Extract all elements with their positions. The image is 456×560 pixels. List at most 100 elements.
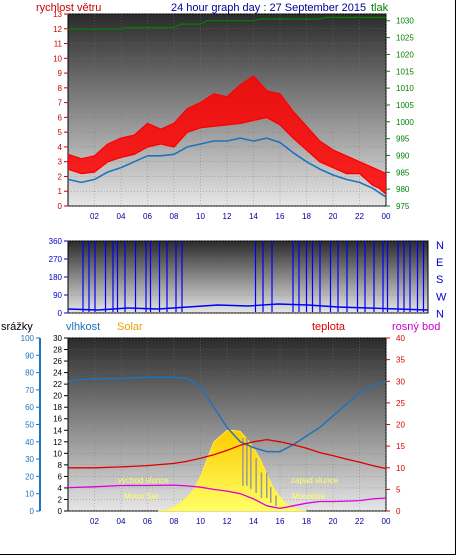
solar-axis-label: Solar: [117, 321, 143, 333]
wind-average-line: [67, 137, 387, 198]
temp-x-tick-label: 02: [90, 517, 99, 526]
compass-label: N: [436, 240, 444, 252]
sunset-annotation: západ slunce: [291, 476, 339, 485]
humidity-tick-label: 28: [53, 346, 62, 355]
humidity-tick-label: 2: [58, 495, 63, 504]
pressure-tick-label: 975: [396, 202, 410, 211]
pressure-tick-label: 980: [396, 185, 410, 194]
humidity-tick-label: 26: [53, 357, 62, 366]
compass-label: N: [436, 308, 444, 320]
solar-area: [158, 429, 307, 512]
temp-tick-label: 40: [396, 334, 405, 343]
wind-series: [67, 16, 387, 198]
humidity-tick-label: 6: [58, 472, 63, 481]
humidity-tick-label: 18: [53, 403, 62, 412]
compass-label: E: [436, 257, 443, 269]
pressure-tick-label: 1010: [396, 84, 414, 93]
wind-tick-label: 4: [58, 143, 63, 152]
temp-x-tick-label: 22: [355, 517, 364, 526]
temp-x-tick-label: 12: [223, 517, 232, 526]
temp-x-tick-label: 20: [329, 517, 338, 526]
wind-gust-line: [67, 75, 387, 175]
wind-x-tick-label: 14: [249, 212, 258, 221]
direction-tick-label: 270: [49, 255, 63, 264]
wind-x-tick-label: 04: [117, 212, 126, 221]
pressure-tick-label: 1030: [396, 17, 414, 26]
temp-x-tick-label: 14: [249, 517, 258, 526]
wind-tick-label: 6: [58, 113, 63, 122]
wind-tick-label: 11: [54, 40, 63, 49]
pressure-tick-label: 1000: [396, 118, 414, 127]
wind-x-tick-label: 06: [143, 212, 152, 221]
compass-label: W: [436, 291, 447, 303]
temp-x-tick-label: 10: [196, 517, 205, 526]
rain-tick-label: 30: [25, 455, 34, 464]
temp-x-tick-label: 04: [117, 517, 126, 526]
temp-x-tick-label: 18: [302, 517, 311, 526]
wind-x-tick-label: 10: [196, 212, 205, 221]
humidity-tick-label: 10: [53, 449, 62, 458]
temp-x-tick-label: 08: [170, 517, 179, 526]
wind-x-tick-label: 08: [170, 212, 179, 221]
pressure-tick-label: 990: [396, 151, 410, 160]
humidity-axis-label: vlhkost: [66, 321, 100, 333]
sunrise-annotation: východ slunce: [118, 476, 169, 485]
temp-axis-ticks: 0 5 10 15 20 25 30 35 40: [386, 334, 405, 516]
temperature-line: [68, 438, 387, 470]
rain-tick-label: 10: [25, 490, 34, 499]
humidity-tick-label: 20: [53, 392, 62, 401]
temp-x-ticks: 02 04 06 08 10 12 14 16 18 20 22 00: [90, 517, 391, 526]
dewpoint-line: [67, 484, 387, 510]
pressure-tick-label: 985: [396, 168, 410, 177]
direction-series: [67, 241, 429, 312]
direction-tick-label: 90: [53, 291, 62, 300]
wind-x-tick-label: 18: [302, 212, 311, 221]
temp-x-tick-label: 06: [143, 517, 152, 526]
dewpoint-axis-label: rosný bod: [392, 321, 440, 333]
chart-title: 24 hour graph day : 27 September 2015: [171, 2, 366, 14]
humidity-tick-label: 30: [53, 334, 62, 343]
temp-tick-label: 10: [396, 464, 405, 473]
wind-x-tick-label: 22: [355, 212, 364, 221]
humidity-tick-label: 4: [58, 484, 63, 493]
rain-tick-label: 0: [30, 507, 35, 516]
pressure-tick-label: 1025: [396, 34, 414, 43]
moonrise-annotation: Moonrise: [292, 492, 325, 501]
temp-tick-label: 5: [396, 485, 401, 494]
humidity-tick-label: 8: [58, 461, 63, 470]
pressure-right-ticks: 975 980 985 990 995 1000 1005 1010 1015 1020 1025 1…: [386, 17, 414, 211]
temp-tick-label: 35: [396, 356, 405, 365]
wind-tick-label: 7: [58, 99, 63, 108]
humidity-tick-label: 12: [53, 438, 62, 447]
wind-tick-label: 9: [58, 69, 63, 78]
temp-x-tick-label: 16: [276, 517, 285, 526]
temp-series: [67, 376, 387, 510]
rain-tick-label: 40: [25, 438, 34, 447]
wind-x-tick-label: 12: [223, 212, 232, 221]
rain-tick-label: 60: [25, 403, 34, 412]
temp-tick-label: 0: [396, 507, 401, 516]
temperature-axis-label: teplota: [312, 321, 346, 333]
rain-tick-label: 100: [21, 334, 35, 343]
humidity-tick-label: 0: [58, 507, 63, 516]
temp-tick-label: 25: [396, 399, 405, 408]
pressure-tick-label: 995: [396, 135, 410, 144]
solar-radiation-area: [158, 429, 307, 512]
humidity-tick-label: 24: [53, 369, 62, 378]
wind-tick-label: 8: [58, 84, 63, 93]
wind-direction-line: [67, 303, 429, 311]
wind-x-ticks: 02 04 06 08 10 12 14 16 18 20 22 00: [90, 212, 391, 221]
wind-tick-label: 10: [53, 54, 62, 63]
rain-tick-label: 90: [25, 351, 34, 360]
moonset-annotation: Moon Set: [124, 492, 159, 501]
wind-x-tick-label: 20: [329, 212, 338, 221]
direction-left-ticks: 0 90 180 270 360: [49, 237, 68, 318]
rain-tick-label: 80: [25, 369, 34, 378]
humidity-tick-label: 16: [53, 415, 62, 424]
